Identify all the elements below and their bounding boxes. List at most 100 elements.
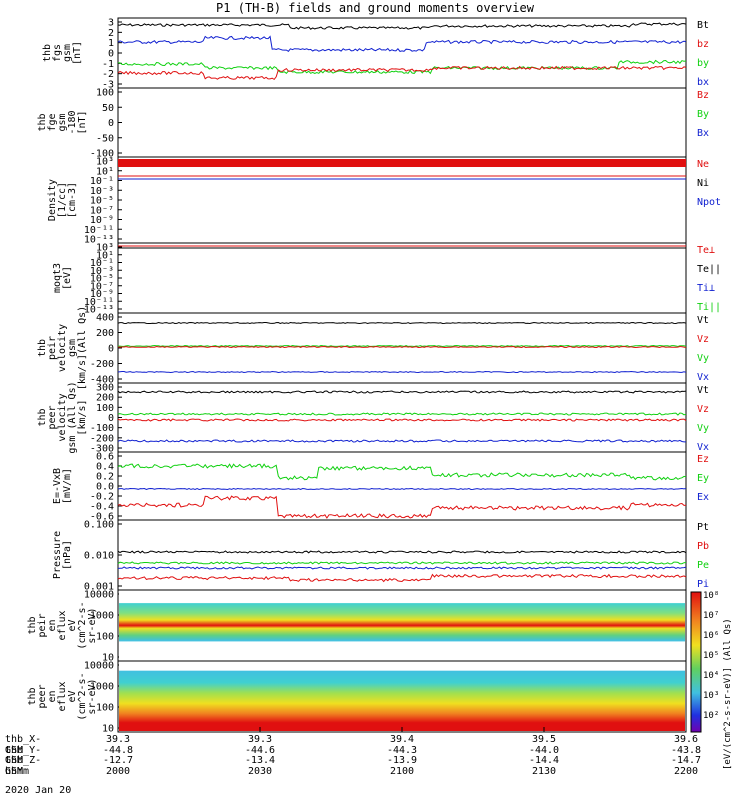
y-axis-label-line: [km/s](All Qs) xyxy=(77,306,88,390)
y-tick-label: 3 xyxy=(108,18,114,29)
series-vx xyxy=(117,370,687,374)
bottom-row-label: thb_Z-GSM xyxy=(5,755,42,777)
y-tick-label: 0.4 xyxy=(96,462,114,473)
y-tick-label: -300 xyxy=(90,444,114,455)
y-axis-label-line: [nT] xyxy=(77,110,88,134)
legend-npot: Npot xyxy=(697,197,721,208)
legend-bx: Bx xyxy=(697,128,709,139)
legend-ne: Ne xyxy=(697,159,709,170)
y-tick-label: 100 xyxy=(96,703,114,714)
y-tick-label: -0.6 xyxy=(90,512,114,523)
y-axis-label-line: thb xyxy=(27,616,38,634)
bottom-tick-value: 2200 xyxy=(673,765,699,777)
y-tick-label: 10⁻³ xyxy=(90,186,114,197)
y-axis-label: thb peer en eflux eV (cm^2-s-sr-eV) xyxy=(27,672,98,720)
series-vt xyxy=(117,321,687,325)
panel-frame xyxy=(117,519,687,591)
legend-vy: Vy xyxy=(697,423,709,434)
bottom-tick-value: -44.3 xyxy=(386,744,418,756)
legend-vt: Vt xyxy=(697,385,709,396)
y-axis-label-line: sr-eV) xyxy=(87,607,98,643)
panel-frame xyxy=(117,156,687,244)
y-tick-label: 0 xyxy=(108,118,114,129)
y-axis-label: thb peer velocity gsm (All Qs) [km/s] xyxy=(37,381,88,453)
legend-bz: bz xyxy=(697,39,709,50)
y-axis-label-line: gsm xyxy=(62,44,73,62)
y-tick-label: 100 xyxy=(96,632,114,643)
legend-by: By xyxy=(697,109,709,120)
y-axis-label-line: [nPa] xyxy=(62,540,73,570)
legend-vt: Vt xyxy=(697,315,709,326)
y-tick-label: 0 xyxy=(108,413,114,424)
bottom-tick-value: -44.0 xyxy=(528,744,560,756)
legend-ni: Ni xyxy=(697,178,709,189)
y-tick-label: 400 xyxy=(96,313,114,324)
colorbar-tick: 10⁵ xyxy=(703,651,719,661)
y-tick-label: 10³ xyxy=(96,243,114,254)
legend-pb: Pb xyxy=(697,541,709,552)
y-axis-label: thb fge gsm -180 [nT] xyxy=(37,110,88,134)
y-axis-label-line: velocity xyxy=(57,393,68,441)
y-axis-label-line: thb xyxy=(42,44,53,62)
y-tick-label: 0.010 xyxy=(84,551,114,562)
y-axis-label-line: [km/s] xyxy=(77,399,88,435)
date-label: 2020 Jan 20 xyxy=(5,785,72,796)
y-tick-label: 10⁻⁷ xyxy=(90,281,114,292)
panel-frame xyxy=(117,242,687,314)
y-tick-label: 1000 xyxy=(90,611,114,622)
y-axis-label-line: eflux xyxy=(57,610,68,640)
y-axis-label-line: -180 xyxy=(67,110,78,134)
y-axis-label-line: Pressure xyxy=(52,531,63,579)
y-tick-label: 50 xyxy=(102,103,114,114)
y-axis-label-line: en xyxy=(47,690,58,702)
legend-ti: Ti|| xyxy=(697,302,721,313)
colorbar-tick: 10⁶ xyxy=(703,631,719,641)
legend-ez: Ez xyxy=(697,454,709,465)
y-axis-label: moqt3 [eV] xyxy=(52,263,73,293)
y-tick-label: -200 xyxy=(90,359,114,370)
legend-vz: Vz xyxy=(697,334,709,345)
colorbar-tick: 10⁴ xyxy=(703,671,719,681)
y-tick-label: 10³ xyxy=(96,157,114,168)
y-axis-label-line: eflux xyxy=(57,681,68,711)
legend-bx: bx xyxy=(697,77,709,88)
series-bt xyxy=(117,22,687,30)
y-axis-label-line: gsm (All Qs) xyxy=(67,381,78,453)
y-tick-label: 0 xyxy=(108,49,114,60)
y-axis-label-line: (cm^2-s- xyxy=(77,672,88,720)
y-tick-label: 10⁻¹ xyxy=(90,258,114,269)
legend-vz: Vz xyxy=(697,404,709,415)
bottom-tick-value: -14.7 xyxy=(670,755,702,766)
y-tick-label: -3 xyxy=(102,80,114,91)
series-pe xyxy=(117,561,687,565)
series-by xyxy=(117,59,687,75)
series-pb xyxy=(117,573,687,583)
y-axis-label-line: en xyxy=(47,619,58,631)
y-tick-label: 300 xyxy=(96,383,114,394)
y-tick-label: 10⁻⁵ xyxy=(90,196,114,207)
y-axis-label-line: thb xyxy=(37,113,48,131)
y-tick-label: 0.6 xyxy=(96,452,114,463)
y-tick-label: 0.001 xyxy=(84,582,114,593)
y-axis-label: Density [1/cc] [cm-3] xyxy=(47,179,78,221)
series-vy-peer xyxy=(117,412,687,416)
y-tick-label: 200 xyxy=(96,393,114,404)
y-tick-label: -2 xyxy=(102,69,114,80)
colorbar-tick: 10³ xyxy=(703,691,719,701)
y-axis-label-line: thb xyxy=(37,408,48,426)
y-axis-label: thb peir velocity gsm [km/s](All Qs) xyxy=(37,306,88,390)
series-bz xyxy=(117,65,687,81)
colorbar-label: [eV/(cm^2-s-sr-eV)] (All Qs) xyxy=(723,618,733,770)
y-axis-label-line: fgs xyxy=(52,44,63,62)
y-axis-label-line: [cm-3] xyxy=(67,182,78,218)
density-band xyxy=(118,159,686,167)
y-tick-label: 10 xyxy=(102,724,114,735)
panel-2: 100 50 0 -50 -100 thb fge gsm -180 [nT] Bz By Bx xyxy=(37,87,709,160)
bottom-tick-value: 2130 xyxy=(531,765,557,777)
y-tick-label: 2 xyxy=(108,28,114,39)
y-axis-label-line: fge xyxy=(47,113,58,131)
